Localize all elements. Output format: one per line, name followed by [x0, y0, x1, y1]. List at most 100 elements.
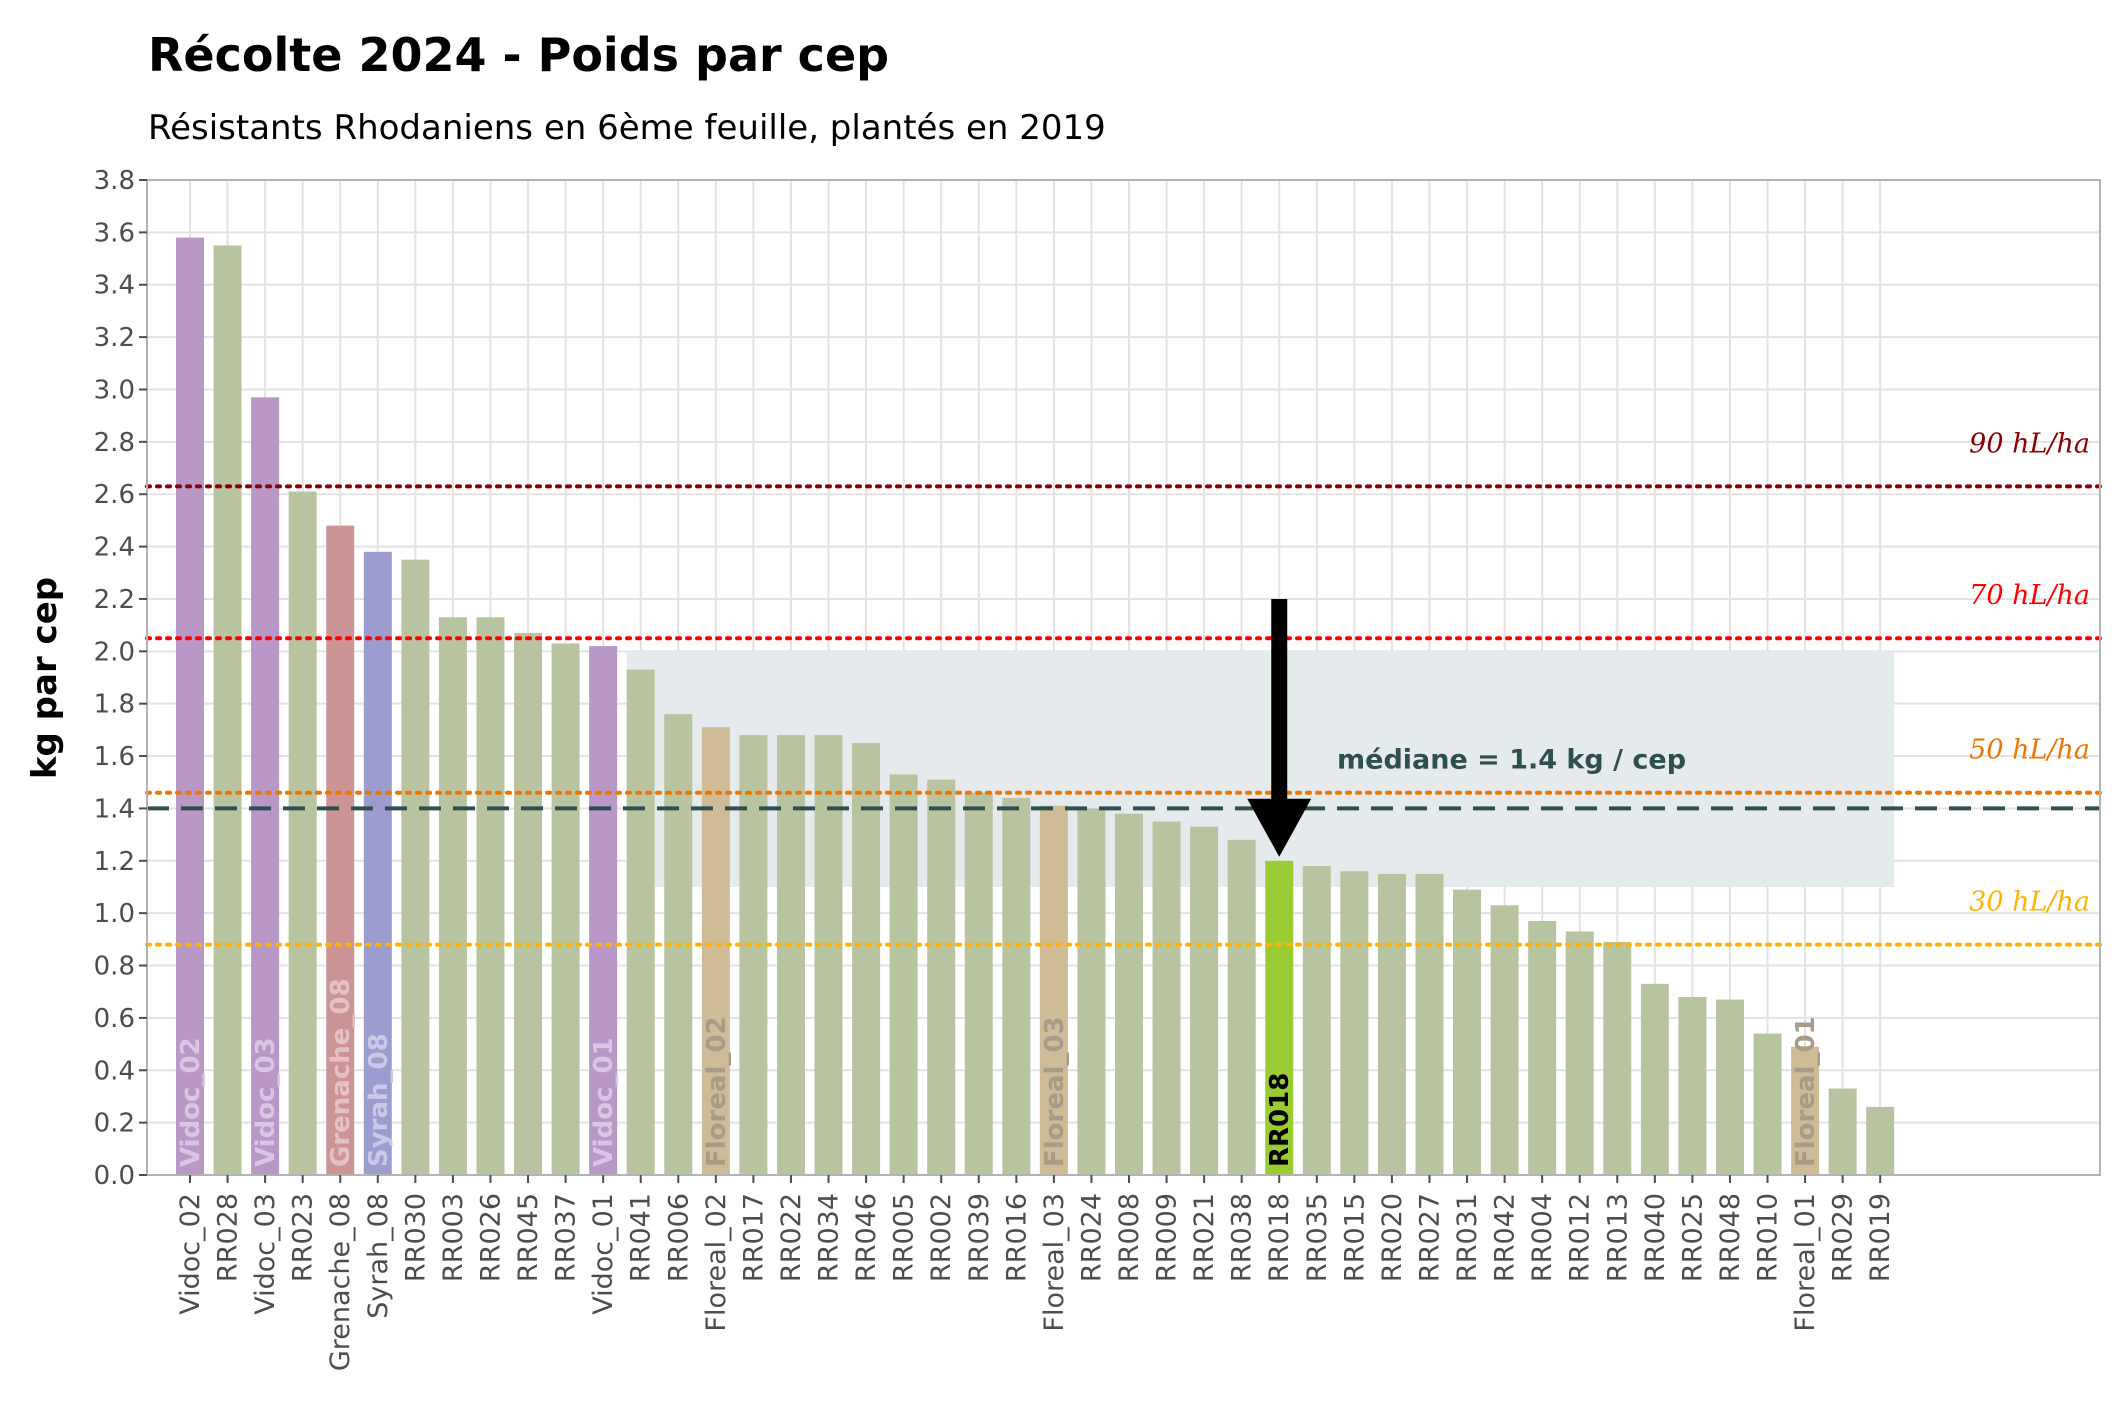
bar-rr019	[1866, 1106, 1895, 1175]
bar-rr010	[1753, 1033, 1782, 1175]
y-tick-label: 1.0	[94, 899, 135, 929]
x-tick-label: RR010	[1753, 1193, 1784, 1282]
ref-line-label: 70 hL/ha	[1969, 580, 2090, 611]
x-tick-label: Vidoc_03	[250, 1193, 281, 1315]
bar-floreal-01	[1791, 1046, 1820, 1175]
bar-rr037	[551, 643, 580, 1175]
x-tick-label: RR038	[1227, 1193, 1258, 1282]
y-tick-label: 2.8	[94, 428, 135, 458]
chart-title: Récolte 2024 - Poids par cep	[148, 28, 890, 82]
x-tick-label: Floreal_03	[1039, 1193, 1070, 1332]
bar-rr015	[1340, 871, 1369, 1175]
x-tick-label: RR042	[1490, 1193, 1521, 1282]
y-tick-label: 0.6	[94, 1004, 135, 1034]
bar-label-syrah-08: Syrah_08	[364, 1033, 394, 1167]
bar-rr042	[1490, 905, 1519, 1175]
bar-rr025	[1678, 996, 1707, 1175]
y-axis-label: kg par cep	[25, 577, 65, 779]
x-tick-label: RR021	[1189, 1193, 1220, 1282]
x-tick-label: RR029	[1828, 1193, 1859, 1282]
x-tick-label: RR045	[513, 1193, 544, 1282]
bar-rr027	[1415, 873, 1444, 1175]
x-tick-label: Grenache_08	[325, 1193, 356, 1371]
ref-line-label: 90 hL/ha	[1969, 428, 2090, 459]
y-tick-label: 1.6	[94, 742, 135, 772]
bar-rr046	[852, 742, 881, 1175]
y-tick-label: 1.8	[94, 690, 135, 720]
bar-rr022	[776, 735, 805, 1175]
bar-label-floreal-03: Floreal_03	[1040, 1016, 1070, 1167]
y-axis: 0.0 0.2 0.4 0.6 0.8 1.0 1.2 1.4 1.6 1.8 2.0 2.2 2.4 2…	[94, 166, 147, 1191]
bar-rr039	[964, 792, 993, 1175]
x-tick-label: RR048	[1715, 1193, 1746, 1282]
bar-rr030	[401, 559, 430, 1175]
x-tick-label: RR034	[814, 1193, 845, 1282]
x-tick-label: RR035	[1302, 1193, 1333, 1282]
bar-rr017	[739, 735, 768, 1175]
y-tick-label: 2.4	[94, 533, 135, 563]
x-tick-label: RR022	[776, 1193, 807, 1282]
bar-vidoc-02	[176, 237, 204, 1175]
x-tick-label: RR023	[288, 1193, 319, 1282]
bar-rr021	[1190, 826, 1219, 1175]
x-tick-label: RR039	[964, 1193, 995, 1282]
x-tick-label: RR028	[213, 1193, 244, 1282]
x-tick-label: RR003	[438, 1193, 469, 1282]
bar-label-floreal-01: Floreal_01	[1791, 1016, 1821, 1167]
x-tick-label: RR006	[663, 1193, 694, 1282]
arrow-head	[1247, 798, 1312, 857]
x-tick-label: RR005	[889, 1193, 920, 1282]
bar-label-rr018: RR018	[1265, 1073, 1295, 1167]
x-tick-label: RR015	[1339, 1193, 1370, 1282]
median-label: médiane = 1.4 kg / cep	[1337, 744, 1686, 775]
bar-rr045	[514, 632, 543, 1175]
y-tick-label: 3.8	[94, 166, 135, 196]
x-tick-label: RR031	[1452, 1193, 1483, 1282]
x-tick-label: RR026	[475, 1193, 506, 1282]
bar-rr003	[438, 617, 467, 1175]
bar-vidoc-03	[251, 397, 280, 1175]
x-tick-label: RR019	[1865, 1193, 1896, 1282]
x-tick-label: Floreal_02	[701, 1193, 732, 1332]
bar-label-grenache-08: Grenache_08	[326, 978, 356, 1167]
bar-rr034	[814, 735, 843, 1175]
bar-rr023	[288, 491, 317, 1175]
x-tick-label: RR002	[926, 1193, 957, 1282]
x-tick-label: RR040	[1640, 1193, 1671, 1282]
y-tick-label: 0.0	[94, 1161, 135, 1191]
bar-grenache-08	[326, 525, 355, 1175]
bar-vidoc-01	[589, 646, 618, 1175]
bar-rr041	[626, 669, 655, 1175]
x-tick-label: Vidoc_02	[175, 1193, 206, 1315]
y-tick-label: 0.4	[94, 1056, 135, 1086]
x-tick-label: Syrah_08	[363, 1193, 394, 1319]
bar-floreal-02	[701, 727, 730, 1175]
bar-rr020	[1377, 873, 1406, 1175]
x-tick-label: RR030	[400, 1193, 431, 1282]
x-tick-label: RR025	[1677, 1193, 1708, 1282]
plot-border	[146, 179, 2101, 1176]
bar-floreal-03	[1039, 805, 1068, 1175]
x-tick-label: Vidoc_01	[588, 1193, 619, 1315]
y-tick-label: 0.8	[94, 952, 135, 982]
bar-rr029	[1828, 1088, 1857, 1175]
bar-rr026	[476, 617, 505, 1175]
x-tick-label: RR016	[1001, 1193, 1032, 1282]
x-tick-label: RR009	[1152, 1193, 1183, 1282]
x-tick-label: RR046	[851, 1193, 882, 1282]
x-tick-label: RR024	[1076, 1193, 1107, 1282]
bar-rr004	[1528, 921, 1557, 1175]
y-tick-label: 2.2	[94, 585, 135, 615]
y-tick-label: 3.6	[94, 218, 135, 248]
bar-rr005	[889, 774, 918, 1175]
bar-label-vidoc-01: Vidoc_01	[589, 1037, 619, 1167]
bar-label-vidoc-03: Vidoc_03	[251, 1037, 281, 1167]
bar-rr024	[1077, 808, 1106, 1175]
y-tick-label: 3.4	[94, 271, 135, 301]
ref-line-label: 50 hL/ha	[1969, 735, 2090, 766]
y-tick-label: 3.0	[94, 375, 135, 405]
x-tick-label: RR008	[1114, 1193, 1145, 1282]
y-tick-label: 2.6	[94, 480, 135, 510]
x-tick-label: RR004	[1527, 1193, 1558, 1282]
